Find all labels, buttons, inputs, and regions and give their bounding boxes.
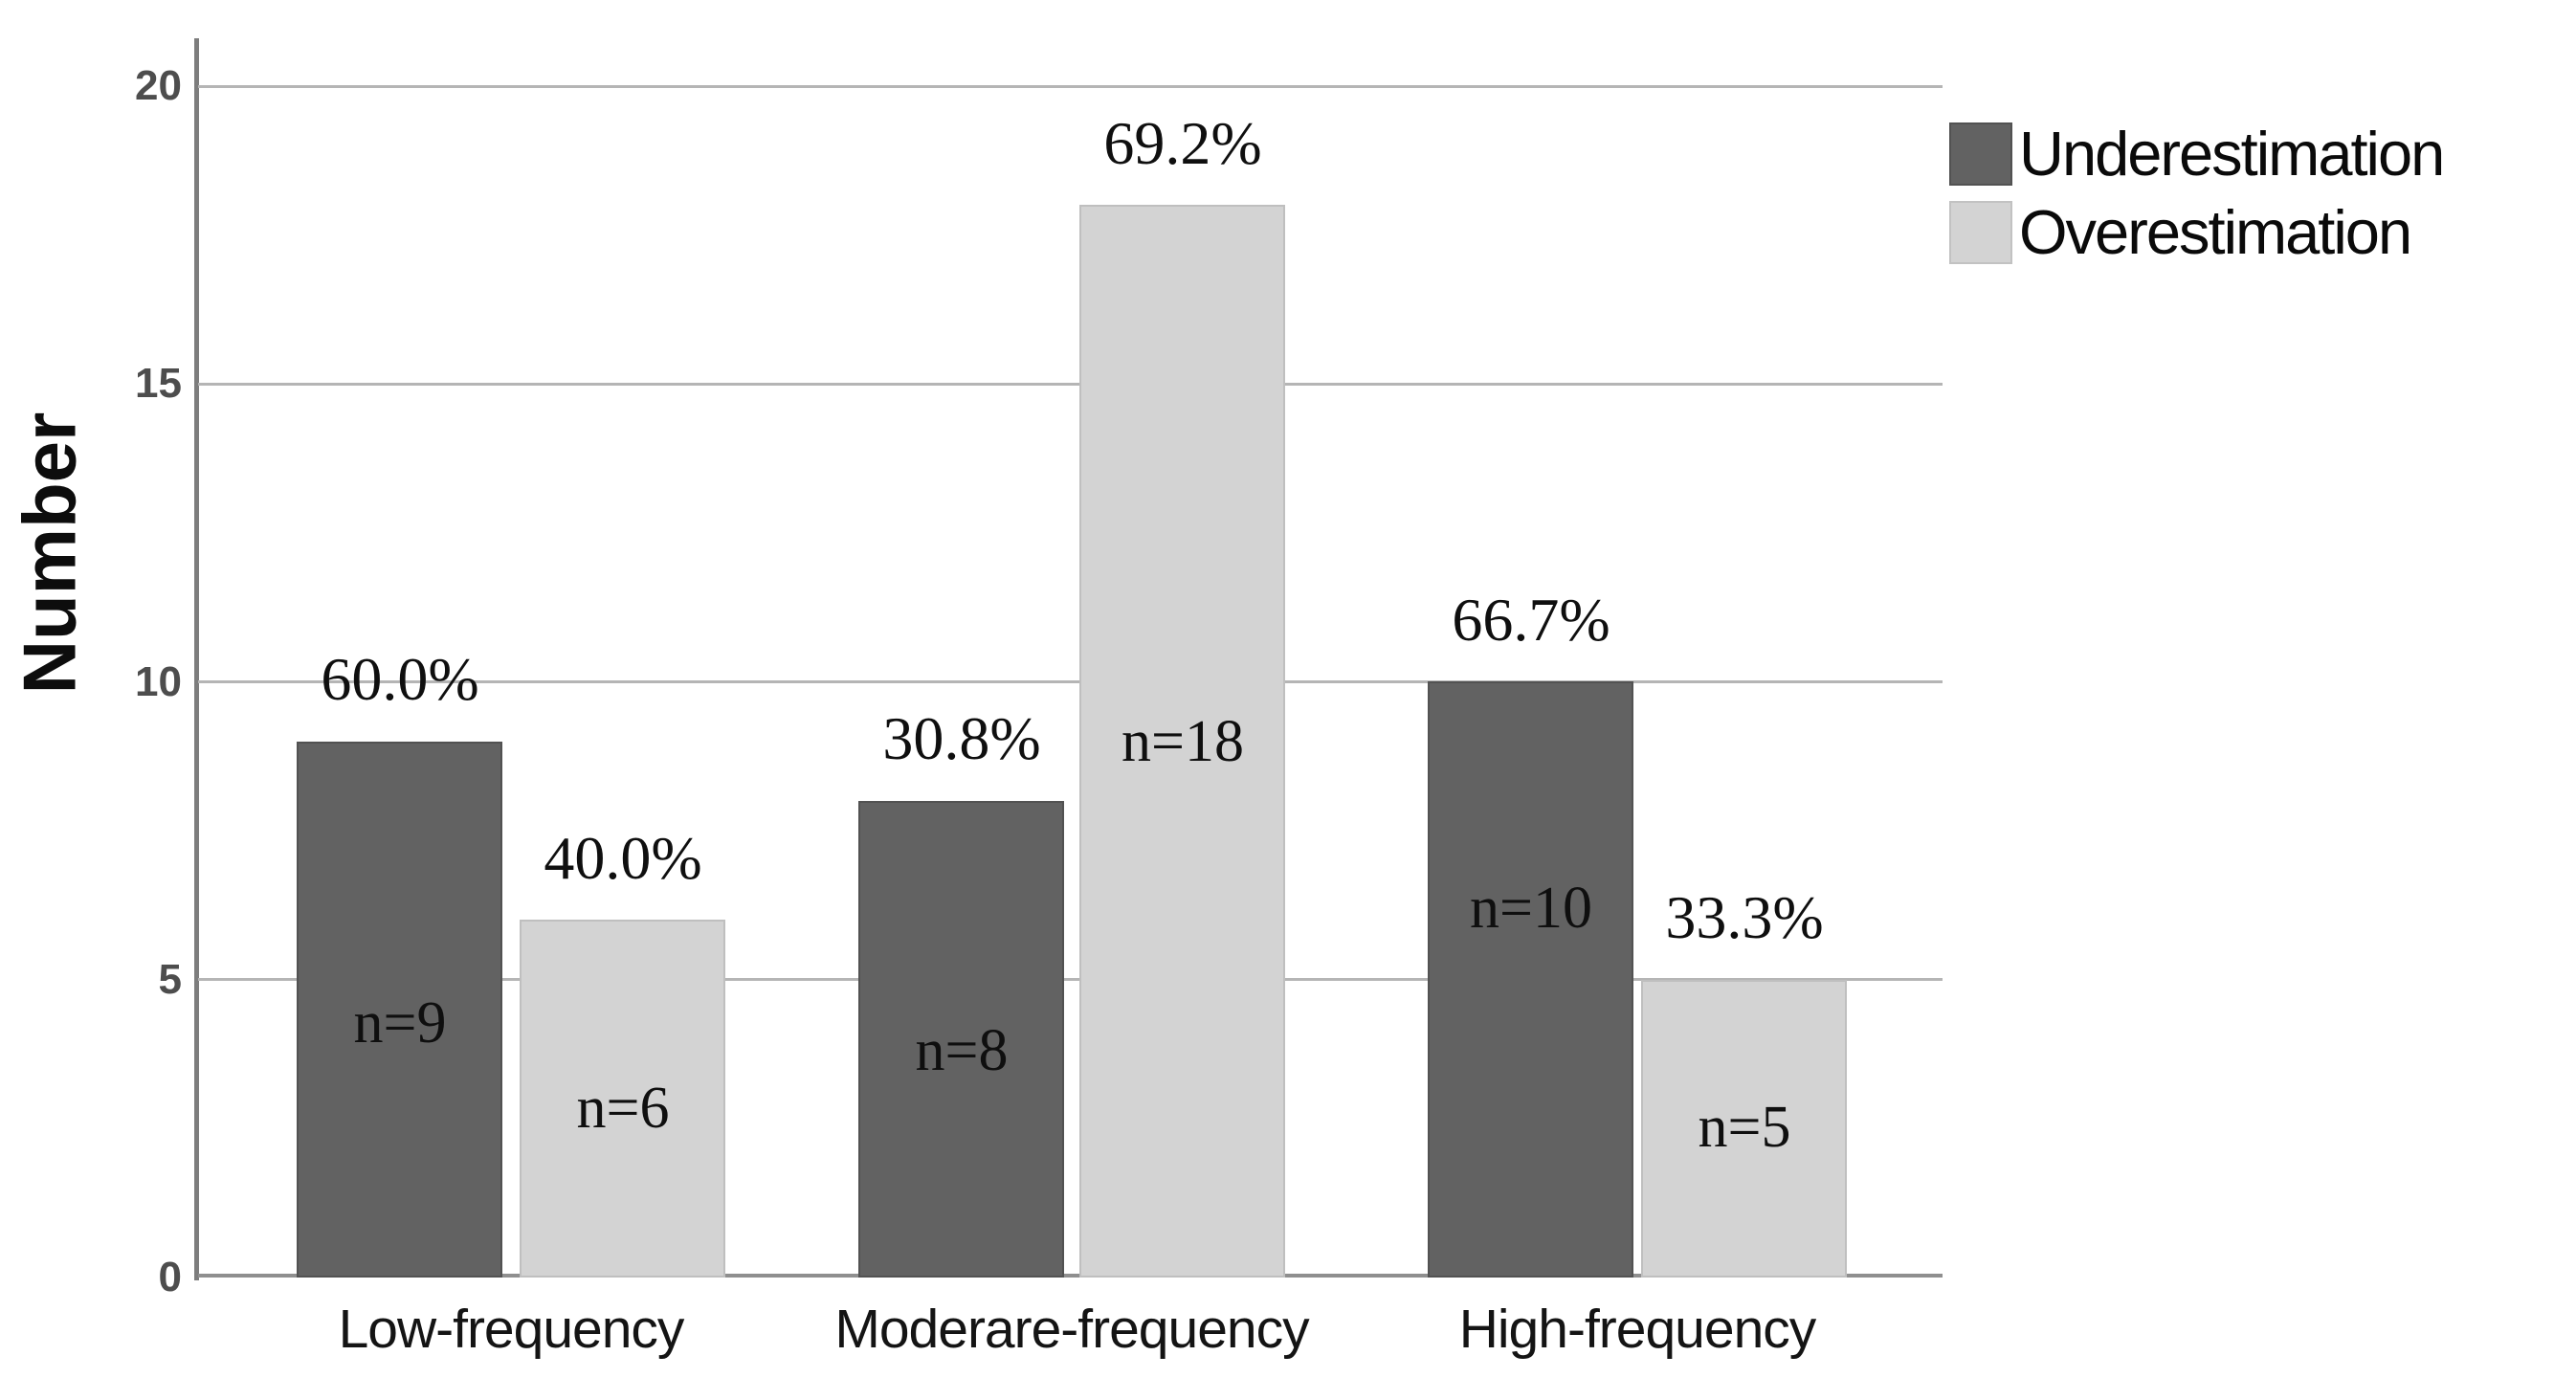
- percent-label-underestimation-low-frequency: 60.0%: [321, 645, 479, 713]
- bar-overestimation-low-frequency: [520, 920, 725, 1278]
- plot-area: 60.0% n=9 30.8% n=8 66.7% n=10 40.0% n=6 69.2% n=…: [198, 85, 1943, 1278]
- x-category-label-low: Low-frequency: [338, 1299, 685, 1360]
- percent-label-underestimation-high-frequency: 66.7%: [1452, 586, 1610, 654]
- gridline-15: [198, 383, 1943, 386]
- bar-underestimation-low-frequency: [297, 742, 502, 1278]
- x-category-label-high: High-frequency: [1458, 1299, 1817, 1360]
- count-label-underestimation-low-frequency: n=9: [353, 990, 447, 1056]
- count-label-underestimation-high-frequency: n=10: [1470, 876, 1592, 941]
- bar-overestimation-moderare-frequency: [1079, 205, 1285, 1278]
- y-tick-label-5: 5: [158, 956, 182, 1003]
- legend-item-overestimation: Overestimation: [1949, 197, 2412, 267]
- y-tick-label-0: 0: [158, 1254, 182, 1300]
- legend-item-underestimation: Underestimation: [1949, 119, 2445, 189]
- bar-underestimation-moderare-frequency: [858, 801, 1064, 1278]
- gridline-10: [198, 680, 1943, 683]
- y-axis-line: [194, 38, 199, 1280]
- bar-underestimation-high-frequency: [1428, 681, 1633, 1278]
- y-tick-label-15: 15: [135, 360, 182, 407]
- legend-label-underestimation: Underestimation: [2019, 119, 2445, 189]
- gridline-5: [198, 978, 1943, 981]
- bar-overestimation-high-frequency: [1641, 980, 1847, 1278]
- y-axis-title: Number: [7, 411, 92, 695]
- percent-label-underestimation-moderare-frequency: 30.8%: [882, 704, 1041, 772]
- legend-swatch-overestimation: [1949, 201, 2012, 264]
- percent-label-overestimation-low-frequency: 40.0%: [544, 824, 702, 892]
- y-tick-label-20: 20: [135, 62, 182, 109]
- gridline-20: [198, 85, 1943, 88]
- count-label-underestimation-moderare-frequency: n=8: [915, 1018, 1009, 1083]
- legend-label-overestimation: Overestimation: [2019, 197, 2412, 267]
- count-label-overestimation-high-frequency: n=5: [1698, 1095, 1791, 1160]
- x-category-label-moderate: Moderare-frequency: [834, 1299, 1309, 1360]
- percent-label-overestimation-moderare-frequency: 69.2%: [1103, 109, 1262, 177]
- legend-swatch-underestimation: [1949, 122, 2012, 186]
- y-tick-label-10: 10: [135, 658, 182, 705]
- count-label-overestimation-moderare-frequency: n=18: [1121, 709, 1244, 774]
- percent-label-overestimation-high-frequency: 33.3%: [1665, 883, 1824, 951]
- count-label-overestimation-low-frequency: n=6: [576, 1076, 670, 1141]
- gridline-0: [198, 1274, 1943, 1278]
